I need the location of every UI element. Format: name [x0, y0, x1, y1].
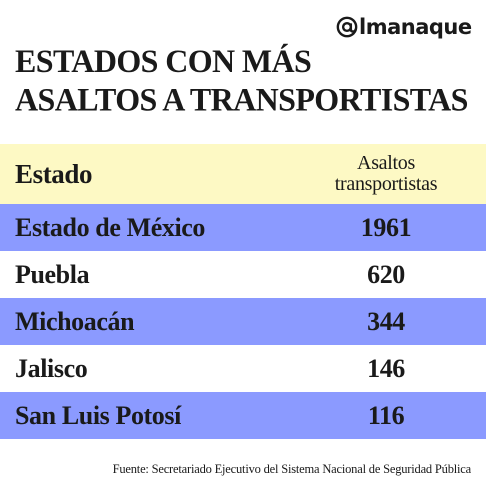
table-body: Estado de México 1961 Puebla 620 Michoacán 34… — [0, 204, 486, 439]
row-value: 344 — [367, 306, 405, 336]
row-state: Jalisco — [15, 353, 88, 383]
table-row: Estado de México 1961 — [0, 204, 486, 251]
header-value: Asaltos transportistas — [296, 153, 476, 195]
title-line-1: ESTADOS CON MÁS — [15, 42, 312, 79]
almanaque-logo: lmanaque — [336, 12, 472, 42]
header-value-line-1: Asaltos — [357, 152, 415, 174]
logo-text: lmanaque — [359, 15, 472, 39]
row-state: Puebla — [15, 259, 90, 289]
row-state: San Luis Potosí — [15, 400, 181, 430]
row-value: 146 — [367, 353, 405, 383]
data-table: Estado Asaltos transportistas Estado de … — [0, 144, 486, 439]
row-value: 116 — [367, 400, 405, 430]
at-sign-icon — [336, 16, 358, 38]
row-value: 620 — [367, 259, 405, 289]
row-state: Michoacán — [15, 306, 135, 336]
row-state: Estado de México — [15, 212, 206, 242]
page-title: ESTADOS CON MÁS ASALTOS A TRANSPORTISTAS — [15, 41, 475, 119]
row-value: 1961 — [360, 212, 412, 242]
table-row: Jalisco 146 — [0, 345, 486, 392]
table-row: Puebla 620 — [0, 251, 486, 298]
source-note: Fuente: Secretariado Ejecutivo del Siste… — [112, 462, 472, 476]
table-row: San Luis Potosí 116 — [0, 392, 486, 439]
header-state: Estado — [15, 158, 93, 189]
table-row: Michoacán 344 — [0, 298, 486, 345]
table-header-row: Estado Asaltos transportistas — [0, 144, 486, 204]
header-value-line-2: transportistas — [334, 173, 438, 195]
title-line-2: ASALTOS A TRANSPORTISTAS — [15, 81, 468, 118]
